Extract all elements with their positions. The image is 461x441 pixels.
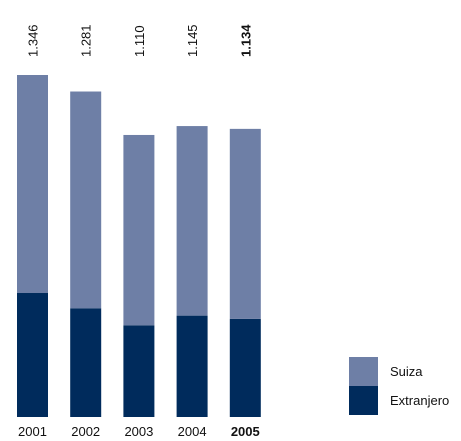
bar-segment <box>123 134 155 326</box>
x-tick-label: 2003 <box>124 424 153 439</box>
x-tick-label: 2001 <box>18 424 47 439</box>
x-tick-label: 2002 <box>71 424 100 439</box>
legend-label: Suiza <box>390 364 423 379</box>
total-label: 1.134 <box>238 24 253 57</box>
total-label: 1.281 <box>79 24 94 57</box>
bar-segment <box>17 293 48 417</box>
bar-segment <box>70 91 102 309</box>
legend-swatch <box>349 357 378 386</box>
x-tick-label: 2005 <box>231 424 260 439</box>
bar-segment <box>229 318 261 417</box>
bar-segment <box>123 325 155 417</box>
total-label: 1.346 <box>26 24 41 57</box>
legend-label: Extranjero <box>390 393 449 408</box>
total-label: 1.145 <box>185 24 200 57</box>
bar-segment <box>17 75 48 294</box>
bar-segment <box>176 126 208 316</box>
legend-swatch <box>349 386 378 415</box>
x-tick-label: 2004 <box>178 424 207 439</box>
total-label: 1.110 <box>132 25 147 57</box>
bar-segment <box>70 308 102 417</box>
bar-segment <box>176 315 208 417</box>
bar-segment <box>229 128 261 319</box>
